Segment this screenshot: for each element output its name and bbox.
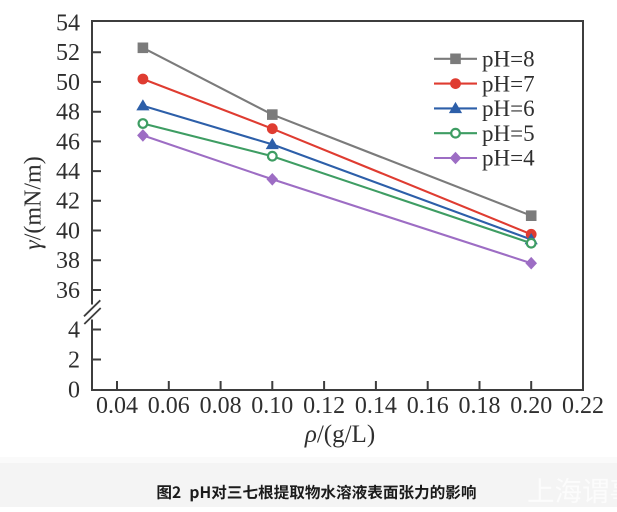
svg-text:44: 44	[56, 159, 80, 185]
svg-text:0.06: 0.06	[148, 393, 190, 419]
svg-text:0.14: 0.14	[355, 393, 397, 419]
svg-text:0.16: 0.16	[407, 393, 449, 419]
svg-text:ρ/(g/L): ρ/(g/L)	[304, 421, 375, 448]
svg-text:pH=6: pH=6	[482, 96, 535, 121]
svg-text:2: 2	[68, 347, 80, 373]
svg-text:pH=8: pH=8	[482, 47, 535, 72]
svg-text:52: 52	[56, 40, 80, 66]
svg-text:50: 50	[56, 70, 80, 96]
svg-text:pH=7: pH=7	[482, 71, 535, 96]
svg-text:γ/(mN/m): γ/(mN/m)	[21, 156, 47, 249]
svg-text:0.20: 0.20	[510, 393, 552, 419]
svg-text:0: 0	[68, 377, 80, 403]
svg-text:pH=4: pH=4	[482, 146, 535, 171]
svg-text:36: 36	[56, 278, 80, 304]
svg-text:4: 4	[68, 317, 80, 343]
svg-text:0.08: 0.08	[200, 393, 242, 419]
svg-text:0.04: 0.04	[96, 393, 138, 419]
svg-text:46: 46	[56, 129, 80, 155]
svg-text:0.22: 0.22	[562, 393, 604, 419]
svg-text:0.10: 0.10	[251, 393, 293, 419]
svg-text:42: 42	[56, 189, 80, 215]
svg-text:0.12: 0.12	[303, 393, 345, 419]
svg-text:0.18: 0.18	[459, 393, 501, 419]
svg-text:54: 54	[56, 10, 80, 36]
svg-text:38: 38	[56, 248, 80, 274]
svg-text:40: 40	[56, 218, 80, 244]
svg-text:pH=5: pH=5	[482, 121, 535, 146]
svg-text:48: 48	[56, 100, 80, 126]
